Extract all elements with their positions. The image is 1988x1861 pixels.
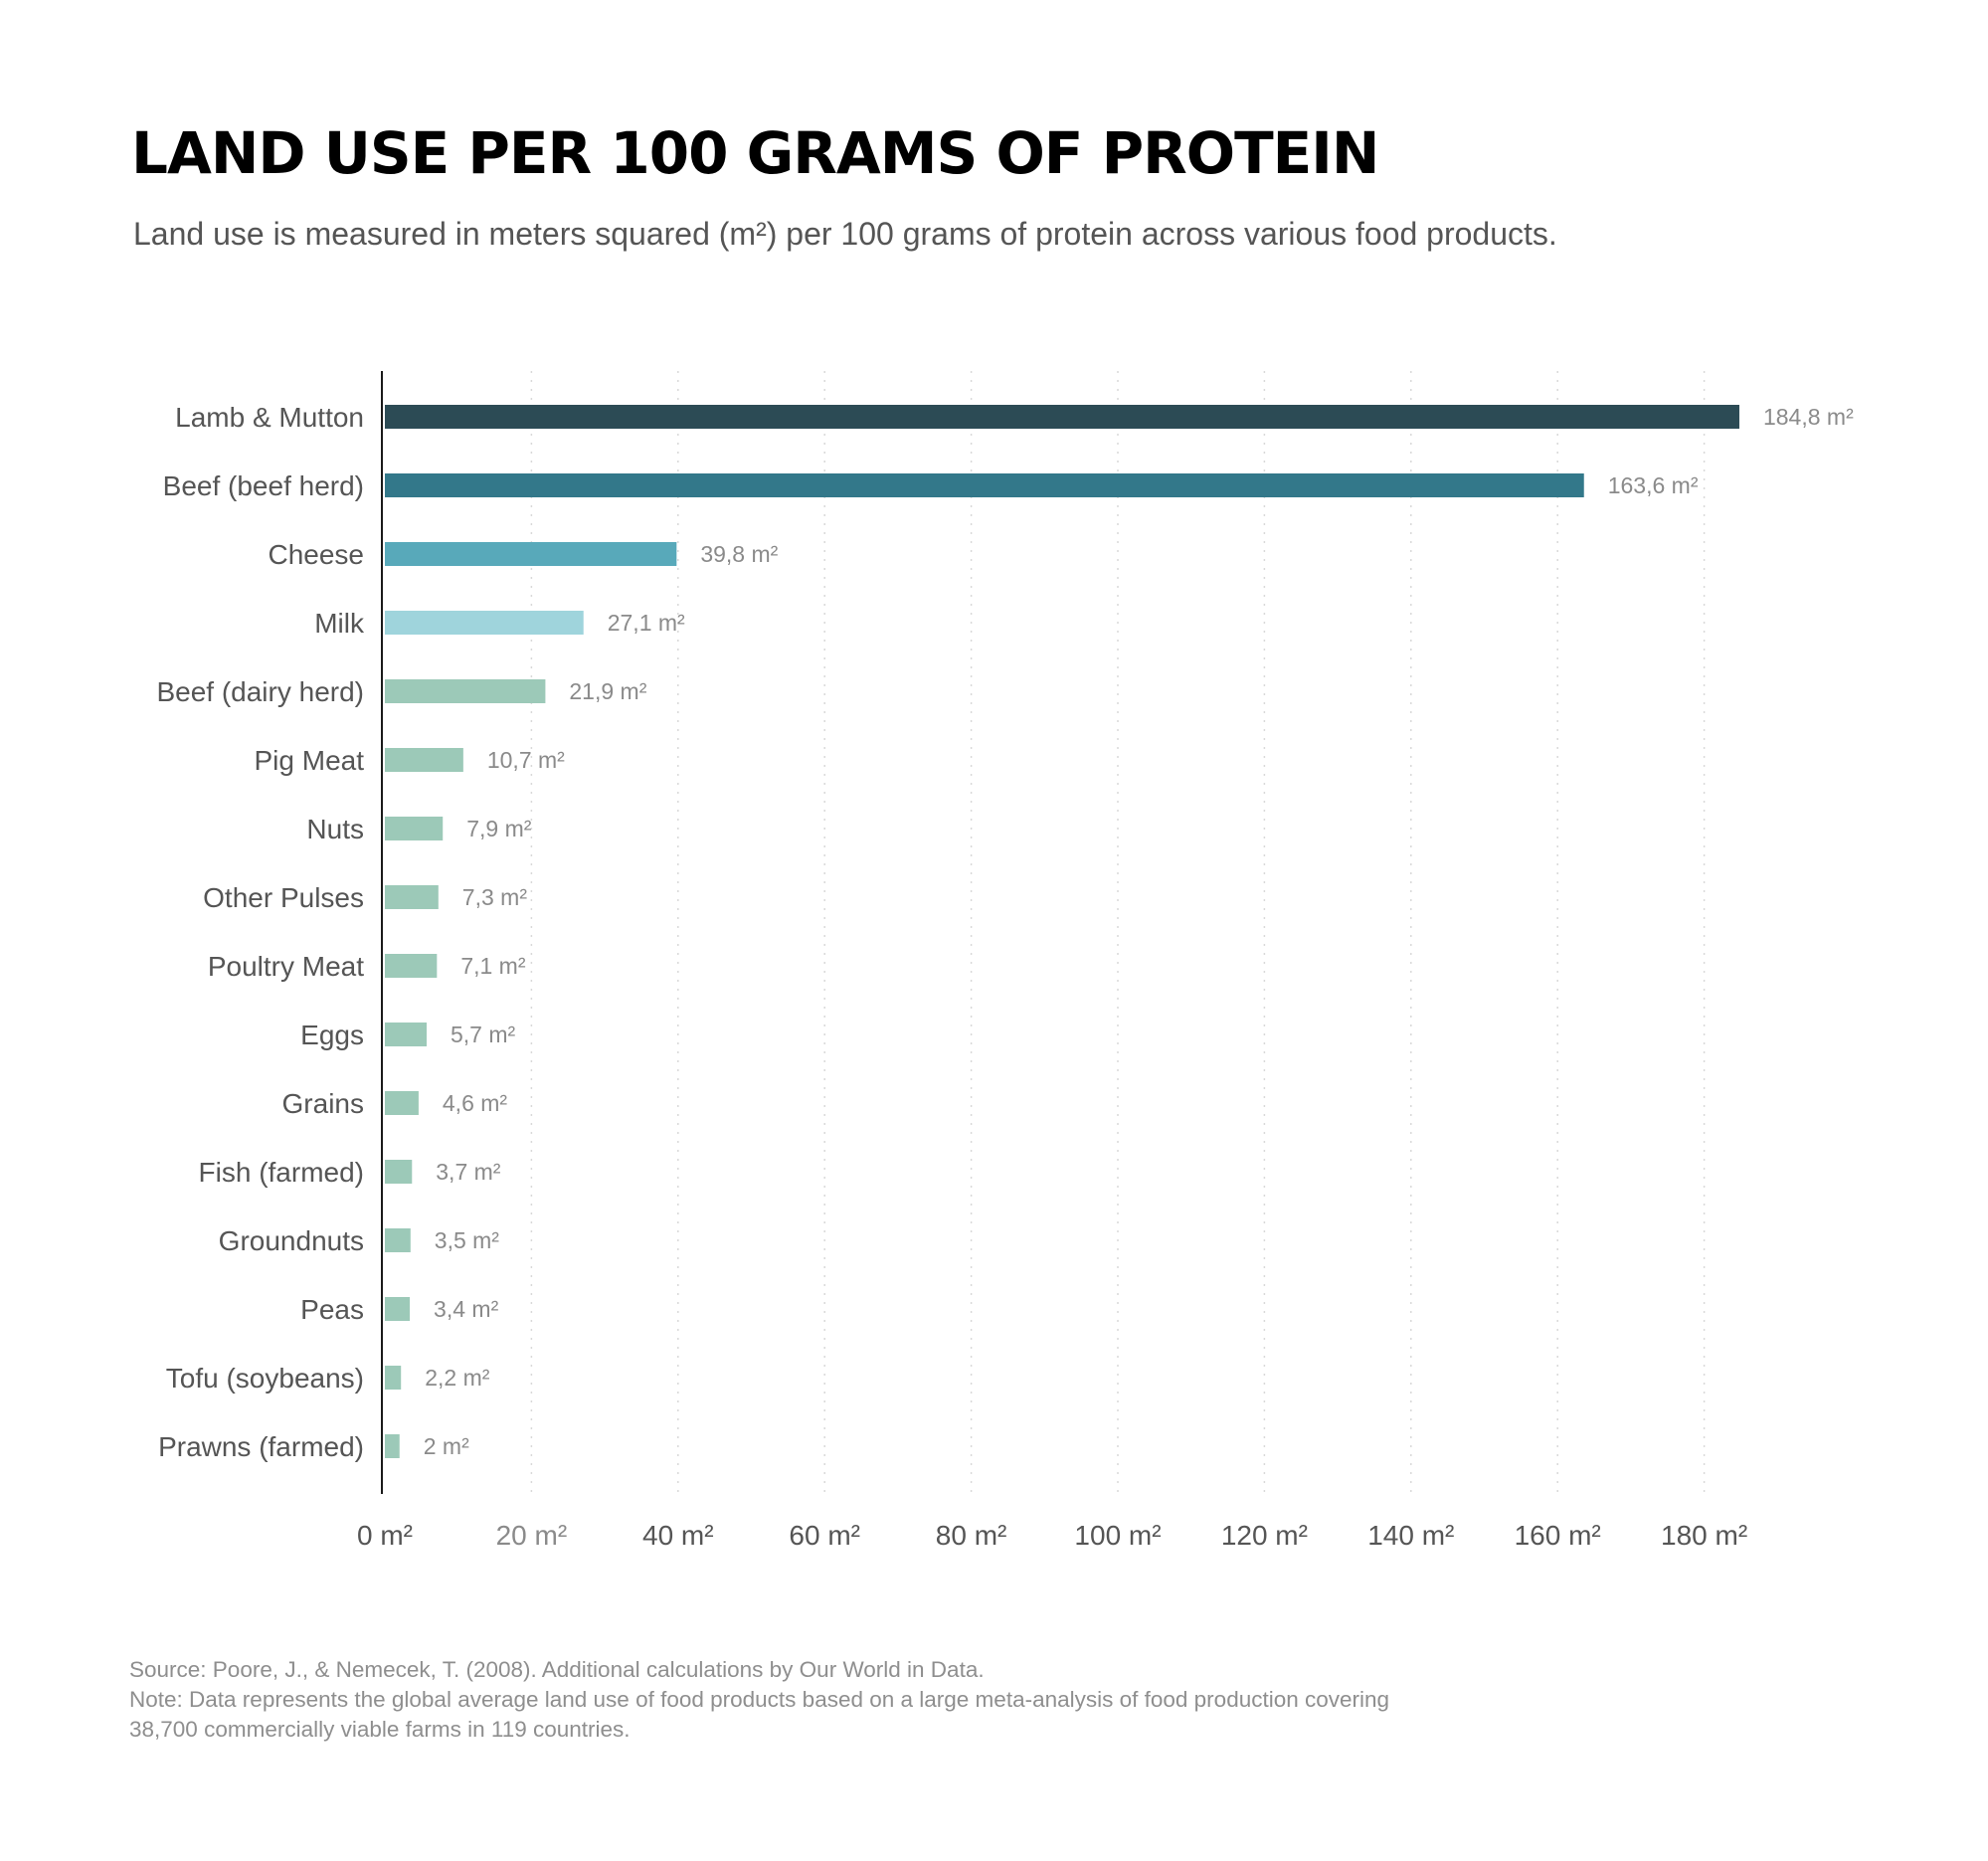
chart-subtitle: Land use is measured in meters squared (… [133,216,1557,252]
category-label: Other Pulses [203,882,364,913]
bar [385,1091,419,1115]
value-label: 3,7 m² [436,1159,501,1185]
x-tick-label: 120 m² [1221,1520,1308,1551]
x-tick-label: 80 m² [936,1520,1007,1551]
source-note: Source: Poore, J., & Nemecek, T. (2008).… [129,1657,985,1682]
value-label: 27,1 m² [608,610,685,636]
category-label: Prawns (farmed) [158,1431,364,1462]
x-tick-label: 100 m² [1074,1520,1161,1551]
bar [385,611,584,635]
value-label: 184,8 m² [1763,404,1854,430]
x-tick-label: 180 m² [1661,1520,1747,1551]
value-labels: 184,8 m² 163,6 m² 39,8 m² 27,1 m² 21,9 m² 10,… [424,404,1854,1459]
category-label: Pig Meat [255,745,365,776]
bar [385,1434,400,1458]
bar [385,1228,411,1252]
category-label: Lamb & Mutton [175,402,364,433]
value-label: 39,8 m² [700,541,778,567]
x-tick-label: 0 m² [357,1520,413,1551]
value-label: 3,5 m² [435,1227,500,1253]
category-label: Fish (farmed) [199,1157,364,1188]
x-tick-label: 160 m² [1515,1520,1601,1551]
value-label: 7,9 m² [466,816,532,841]
bar [385,1297,411,1321]
category-label: Tofu (soybeans) [166,1363,364,1394]
chart-title: LAND USE PER 100 GRAMS OF PROTEIN [131,119,1379,187]
x-tick-label: 20 m² [496,1520,568,1551]
bar [385,542,677,566]
x-tick-label: 40 m² [642,1520,714,1551]
value-label: 10,7 m² [487,747,565,773]
bars [385,405,1739,1458]
data-note-line-1: Note: Data represents the global average… [129,1687,1390,1712]
value-label: 3,4 m² [434,1296,499,1322]
value-label: 5,7 m² [451,1022,516,1047]
gridlines [530,371,1706,1494]
bar [385,1160,413,1184]
bar [385,817,444,840]
bar [385,954,438,978]
bar [385,748,463,772]
category-label: Peas [300,1294,364,1325]
category-label: Grains [282,1088,364,1119]
bar [385,473,1584,497]
category-label: Beef (dairy herd) [156,676,364,707]
category-label: Milk [314,608,365,639]
bar-chart: Lamb & Mutton Beef (beef herd) Cheese Milk B… [156,371,1854,1551]
x-tick-label: 60 m² [789,1520,860,1551]
value-label: 7,1 m² [460,953,526,979]
value-label: 21,9 m² [569,678,646,704]
value-label: 2 m² [424,1433,469,1459]
x-axis-ticks: 0 m² 20 m² 40 m² 60 m² 80 m² 100 m² 120 m² 140 … [357,1520,1747,1551]
x-tick-label: 140 m² [1367,1520,1454,1551]
category-label: Cheese [268,539,364,570]
category-label: Beef (beef herd) [163,470,364,501]
value-label: 2,2 m² [425,1365,490,1391]
bar [385,1366,402,1390]
category-label: Poultry Meat [208,951,364,982]
data-note-line-2: 38,700 commercially viable farms in 119 … [129,1717,631,1742]
bar [385,679,546,703]
bar [385,885,439,909]
category-labels: Lamb & Mutton Beef (beef herd) Cheese Milk B… [156,402,365,1462]
value-label: 7,3 m² [462,884,528,910]
bar [385,405,1739,429]
value-label: 4,6 m² [443,1090,508,1116]
chart-footer: Source: Poore, J., & Nemecek, T. (2008).… [129,1655,1840,1745]
value-label: 163,6 m² [1608,472,1699,498]
category-label: Nuts [306,814,364,844]
bar [385,1023,428,1046]
category-label: Eggs [300,1020,364,1050]
category-label: Groundnuts [219,1225,364,1256]
